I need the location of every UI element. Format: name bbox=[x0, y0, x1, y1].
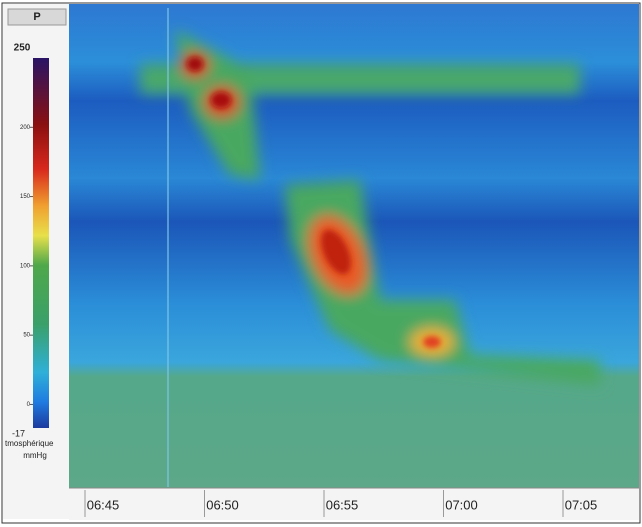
x-tick-label: 06:55 bbox=[326, 497, 359, 512]
colorbar-label: tmosphérique bbox=[5, 439, 54, 448]
x-tick-label: 06:50 bbox=[206, 497, 239, 512]
x-axis-strip bbox=[69, 488, 639, 520]
colorbar-tick-label: 200 bbox=[20, 125, 31, 131]
colorbar-tick-label: 50 bbox=[23, 333, 30, 339]
colorbar bbox=[33, 58, 49, 428]
colorbar-tick-label: 100 bbox=[20, 263, 31, 269]
header-cell bbox=[7, 8, 67, 26]
title: P bbox=[33, 11, 40, 23]
colorbar-tick-label: 150 bbox=[20, 194, 31, 200]
colorbar-tick-label: 0 bbox=[27, 402, 31, 408]
colorbar-unit: mmHg bbox=[23, 451, 47, 460]
pressure-core bbox=[187, 57, 441, 348]
x-tick-label: 07:00 bbox=[445, 497, 478, 512]
colorbar-min: -17 bbox=[12, 428, 25, 438]
heatmap bbox=[69, 4, 639, 488]
x-tick-label: 07:05 bbox=[565, 497, 598, 512]
x-tick-label: 06:45 bbox=[87, 497, 120, 512]
colorbar-max: 250 bbox=[14, 43, 31, 54]
